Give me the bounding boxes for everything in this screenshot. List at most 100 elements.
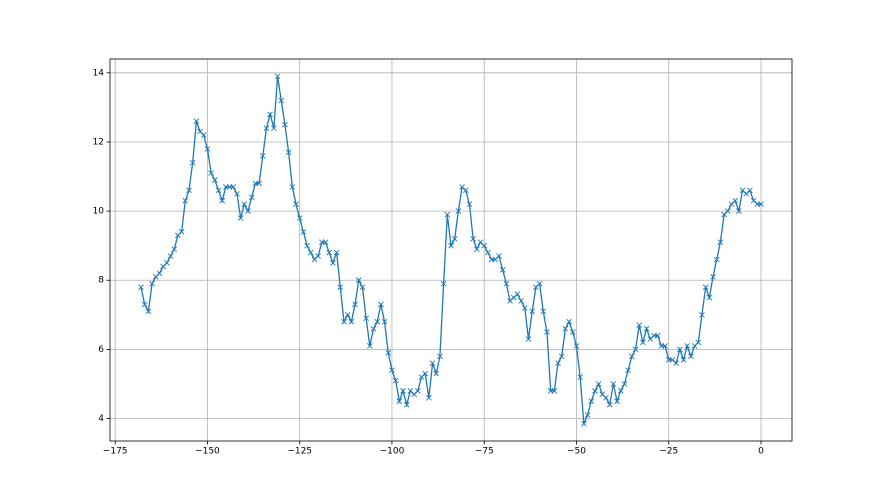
data-marker <box>278 97 285 104</box>
data-marker <box>208 170 214 176</box>
data-marker <box>451 235 458 242</box>
data-marker <box>200 132 207 138</box>
data-marker <box>322 239 329 246</box>
data-marker <box>610 381 617 387</box>
x-tick-label: −175 <box>103 447 128 457</box>
data-marker <box>344 312 351 318</box>
data-marker <box>381 318 388 325</box>
data-marker <box>617 388 624 394</box>
data-marker <box>145 308 152 315</box>
data-marker <box>285 149 292 156</box>
data-marker <box>455 208 462 214</box>
data-marker <box>141 301 148 308</box>
data-marker <box>215 187 222 194</box>
data-marker <box>680 356 687 363</box>
data-marker <box>426 394 432 401</box>
data-marker <box>566 318 572 325</box>
data-marker <box>706 294 713 301</box>
data-marker <box>156 270 163 277</box>
data-marker <box>374 318 381 325</box>
data-marker <box>307 249 314 256</box>
data-marker <box>378 301 384 308</box>
data-marker <box>138 284 144 290</box>
data-marker <box>392 377 399 384</box>
data-marker <box>551 388 558 394</box>
data-marker <box>282 121 288 128</box>
data-marker <box>440 280 447 287</box>
data-marker <box>481 242 488 249</box>
data-marker <box>370 325 377 332</box>
data-marker <box>437 353 443 360</box>
data-marker <box>219 197 226 204</box>
data-marker <box>403 401 410 408</box>
data-marker <box>540 308 547 315</box>
data-marker <box>684 343 691 349</box>
data-marker <box>359 284 366 290</box>
data-marker <box>603 394 609 401</box>
y-tick-label: 14 <box>93 68 105 78</box>
data-marker <box>355 277 362 284</box>
data-marker <box>529 308 536 315</box>
data-marker <box>717 239 724 246</box>
data-marker <box>606 401 613 408</box>
data-marker <box>433 370 440 377</box>
data-marker <box>414 388 421 394</box>
data-marker <box>573 343 580 349</box>
data-marker <box>363 315 369 322</box>
data-marker <box>330 260 336 266</box>
x-tick-label: −150 <box>195 447 220 457</box>
data-marker <box>536 280 543 287</box>
data-marker <box>581 420 587 427</box>
data-marker <box>654 332 661 339</box>
data-marker <box>713 256 720 263</box>
data-marker <box>595 381 602 387</box>
data-marker <box>422 370 428 377</box>
data-marker <box>614 398 620 405</box>
y-tick-label: 8 <box>98 276 104 286</box>
data-marker <box>182 197 189 204</box>
data-marker <box>562 325 569 332</box>
data-marker <box>621 381 628 387</box>
data-marker <box>300 229 307 235</box>
data-marker <box>211 177 218 183</box>
data-marker <box>267 111 273 118</box>
y-tick-label: 10 <box>93 207 105 217</box>
data-marker <box>171 246 178 252</box>
data-marker <box>643 325 650 332</box>
data-marker <box>429 360 436 367</box>
data-marker <box>724 208 731 214</box>
data-marker <box>544 329 550 335</box>
data-marker <box>747 187 753 194</box>
data-marker <box>204 146 211 152</box>
data-marker <box>167 253 174 259</box>
data-marker <box>304 242 310 249</box>
data-marker <box>448 242 454 249</box>
data-marker <box>525 336 532 342</box>
data-marker <box>178 229 185 235</box>
x-tick-label: −50 <box>567 447 586 457</box>
data-marker <box>673 360 679 367</box>
data-marker <box>348 318 355 325</box>
data-marker <box>189 159 196 166</box>
plot-frame <box>109 58 793 442</box>
data-marker <box>256 180 262 187</box>
data-marker <box>485 249 491 256</box>
data-marker <box>333 249 340 256</box>
x-tick-label: 0 <box>758 447 764 457</box>
data-marker <box>315 253 321 259</box>
data-marker <box>193 118 200 125</box>
data-marker <box>274 73 281 80</box>
data-marker <box>636 322 643 329</box>
data-marker <box>470 235 476 242</box>
data-marker <box>499 267 506 273</box>
data-marker <box>699 312 705 318</box>
data-marker <box>732 197 738 204</box>
x-tick-label: −125 <box>287 447 312 457</box>
data-marker <box>625 367 631 373</box>
data-marker <box>296 215 303 221</box>
data-marker <box>629 353 635 360</box>
data-marker <box>366 343 373 349</box>
data-marker <box>326 249 333 256</box>
data-marker <box>341 318 347 325</box>
data-marker <box>662 343 668 349</box>
